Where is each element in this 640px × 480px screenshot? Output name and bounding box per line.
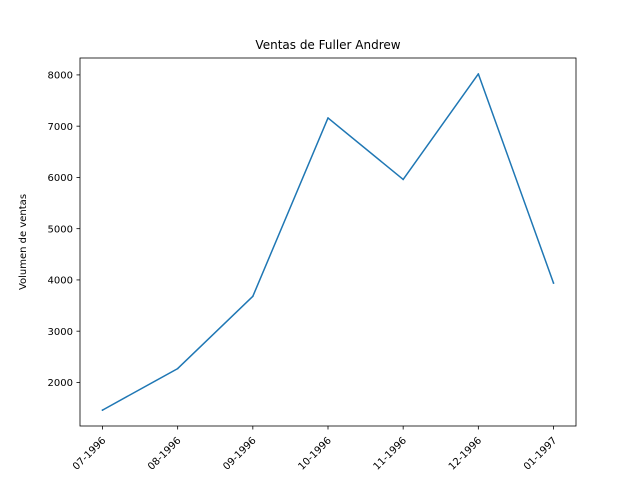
data-point-12-1996 <box>477 73 480 75</box>
y-tick-label-5000: 5000 <box>48 224 73 235</box>
y-axis-label: Volumen de ventas <box>18 194 29 290</box>
data-point-07-1996 <box>101 409 104 411</box>
y-tick-label-3000: 3000 <box>48 327 73 338</box>
data-point-10-1996 <box>327 117 329 119</box>
y-tick-label-7000: 7000 <box>48 122 73 133</box>
x-tick-label-11-1996: 11-1996 <box>372 435 409 472</box>
y-tick-label-6000: 6000 <box>48 173 73 184</box>
y-tick-label-8000: 8000 <box>48 71 73 82</box>
x-tick-label-12-1996: 12-1996 <box>447 435 484 472</box>
x-tick-label-09-1996: 09-1996 <box>221 435 258 472</box>
y-tick-label-4000: 4000 <box>48 276 73 287</box>
x-tick-label-10-1996: 10-1996 <box>296 435 333 472</box>
plot-area: 2000 3000 4000 5000 6000 7000 8000 07-1996 08-19… <box>48 57 577 473</box>
chart-title: Ventas de Fuller Andrew <box>255 38 400 52</box>
series-line-0 <box>101 73 555 412</box>
data-point-01-1997 <box>552 282 555 284</box>
x-tick-label-01-1997: 01-1997 <box>522 435 559 472</box>
data-point-08-1996 <box>176 367 179 370</box>
x-tick-label-07-1996: 07-1996 <box>71 435 108 472</box>
y-tick-label-2000: 2000 <box>48 378 73 389</box>
plot-frame <box>79 57 577 427</box>
data-point-11-1996 <box>402 178 404 181</box>
x-tick-label-08-1996: 08-1996 <box>146 435 183 472</box>
data-point-09-1996 <box>252 295 254 298</box>
